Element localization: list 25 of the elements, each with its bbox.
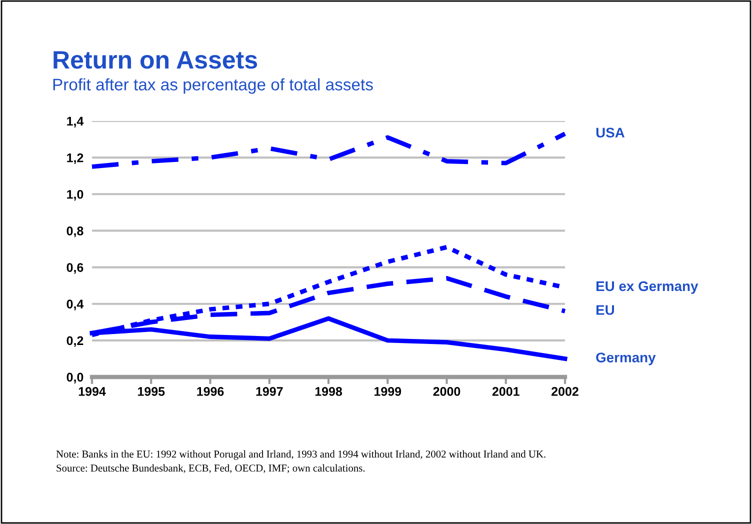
y-tick-label: 0,4 xyxy=(66,300,84,310)
y-tick-label: 1,0 xyxy=(67,190,84,201)
x-tick-label: 2001 xyxy=(492,387,520,396)
text: EU ex Germany xyxy=(596,281,698,294)
x-tick-label: 1994 xyxy=(78,387,106,396)
x-tick-label: 2000 xyxy=(433,387,460,396)
x-tick-label: 1997 xyxy=(256,387,283,396)
y-tick-label: 1,2 xyxy=(67,153,84,164)
x-tick-label: 1998 xyxy=(315,387,342,396)
y-tick-label: 0,0 xyxy=(66,372,84,384)
y-tick-label: 0,2 xyxy=(66,336,84,347)
text: Germany xyxy=(596,352,656,366)
x-tick-label: 1995 xyxy=(138,387,165,396)
x-tick-label: 2002 xyxy=(552,387,578,396)
x-tick-label: 1999 xyxy=(374,387,402,396)
x-tick-label: 1996 xyxy=(197,387,224,396)
y-tick-label: 0,8 xyxy=(66,226,84,238)
y-tick-label: 0,6 xyxy=(66,263,84,274)
source-note: Source: Deutsche Bundesbank, ECB, Fed, OECD, IMF; own calculations. xyxy=(56,464,365,474)
text: Note: Banks in the EU: 1992 without Porugal and Irland, 1993 and 1994 without Irland, 2002 without Irland and UK. xyxy=(56,450,546,460)
text: USA xyxy=(596,128,625,138)
y-tick-label: 1,4 xyxy=(67,116,84,128)
chart-title: Return on Assets xyxy=(54,51,258,69)
text: EU xyxy=(596,305,614,315)
chart-subtitle: Profit after tax as percentage of total assets xyxy=(53,78,373,94)
